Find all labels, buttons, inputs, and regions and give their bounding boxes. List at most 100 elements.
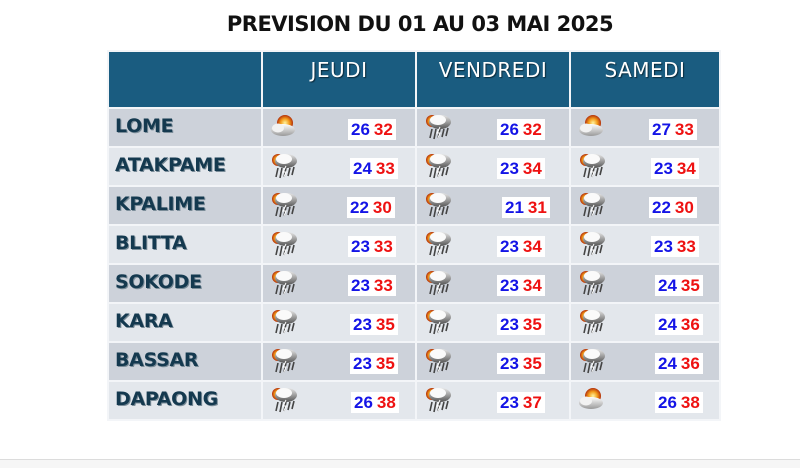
max-temperature: 38 [376, 393, 396, 412]
thunderstorm-icon [423, 307, 453, 335]
temperature-box: 23 34 [497, 275, 545, 296]
thunderstorm-icon [269, 307, 299, 335]
temperature-box: 21 31 [502, 197, 550, 218]
temperature-box: 23 33 [348, 236, 396, 257]
city-cell: BASSAR [107, 341, 263, 382]
thunderstorm-icon [577, 268, 607, 296]
temperature-box: 23 37 [497, 392, 545, 413]
min-temperature: 23 [353, 315, 372, 334]
column-header-samedi: SAMEDI [569, 50, 721, 109]
max-temperature: 34 [522, 237, 542, 256]
min-temperature: 24 [658, 315, 677, 334]
thunderstorm-icon [577, 346, 607, 374]
forecast-cell-vendredi: 23 37 [415, 380, 571, 421]
min-temperature: 26 [354, 393, 373, 412]
max-temperature: 33 [674, 120, 694, 139]
forecast-cell-vendredi: 21 31 [415, 185, 571, 226]
forecast-cell-samedi: 24 35 [569, 263, 721, 304]
forecast-cell-samedi: 22 30 [569, 185, 721, 226]
temperature-box: 23 35 [497, 314, 545, 335]
table-row: BLITTA 23 33 23 34 23 33 [107, 224, 721, 265]
city-name: BASSAR [115, 349, 199, 371]
max-temperature: 38 [680, 393, 700, 412]
thunderstorm-icon [423, 112, 453, 140]
city-cell: BLITTA [107, 224, 263, 265]
table-row: KPALIME 22 30 21 31 22 30 [107, 185, 721, 226]
temperature-box: 26 32 [348, 119, 396, 140]
max-temperature: 35 [522, 354, 542, 373]
min-temperature: 23 [500, 237, 519, 256]
thunderstorm-icon [577, 190, 607, 218]
temperature-box: 22 30 [347, 197, 395, 218]
max-temperature: 34 [522, 276, 542, 295]
max-temperature: 33 [676, 237, 696, 256]
thunderstorm-icon [423, 385, 453, 413]
forecast-cell-samedi: 24 36 [569, 302, 721, 343]
min-temperature: 24 [353, 159, 372, 178]
temperature-box: 22 30 [649, 197, 697, 218]
partly-cloudy-icon [269, 112, 299, 140]
column-header-city [107, 50, 263, 109]
min-temperature: 23 [500, 159, 519, 178]
forecast-cell-samedi: 24 36 [569, 341, 721, 382]
partly-cloudy-icon [577, 112, 607, 140]
thunderstorm-icon [577, 229, 607, 257]
thunderstorm-icon [423, 151, 453, 179]
thunderstorm-icon [423, 346, 453, 374]
thunderstorm-icon [423, 190, 453, 218]
forecast-cell-jeudi: 23 33 [261, 263, 417, 304]
city-name: KARA [115, 310, 173, 332]
min-temperature: 26 [500, 120, 519, 139]
temperature-box: 23 34 [497, 236, 545, 257]
table-row: SOKODE 23 33 23 34 24 35 [107, 263, 721, 304]
min-temperature: 26 [658, 393, 677, 412]
forecast-cell-vendredi: 23 35 [415, 341, 571, 382]
max-temperature: 35 [522, 315, 542, 334]
max-temperature: 36 [680, 315, 700, 334]
max-temperature: 32 [373, 120, 393, 139]
temperature-box: 23 34 [497, 158, 545, 179]
table-row: KARA 23 35 23 35 24 36 [107, 302, 721, 343]
city-name: LOME [115, 115, 174, 137]
header-row: JEUDI VENDREDI SAMEDI [107, 50, 721, 109]
max-temperature: 36 [680, 354, 700, 373]
thunderstorm-icon [423, 268, 453, 296]
forecast-cell-vendredi: 23 34 [415, 263, 571, 304]
min-temperature: 23 [500, 354, 519, 373]
min-temperature: 23 [654, 159, 673, 178]
forecast-cell-jeudi: 23 33 [261, 224, 417, 265]
max-temperature: 34 [676, 159, 696, 178]
min-temperature: 23 [351, 237, 370, 256]
forecast-cell-jeudi: 26 32 [261, 107, 417, 148]
column-header-jeudi: JEUDI [261, 50, 417, 109]
table-row: ATAKPAME 24 33 23 34 23 34 [107, 146, 721, 187]
partly-cloudy-icon [577, 385, 607, 413]
temperature-box: 23 35 [350, 314, 398, 335]
page-title: PREVISION DU 01 AU 03 MAI 2025 [226, 12, 614, 36]
min-temperature: 23 [500, 393, 519, 412]
forecast-cell-samedi: 23 34 [569, 146, 721, 187]
temperature-box: 24 36 [655, 353, 703, 374]
city-name: SOKODE [115, 271, 202, 293]
min-temperature: 24 [658, 354, 677, 373]
city-name: ATAKPAME [115, 154, 226, 176]
min-temperature: 21 [505, 198, 524, 217]
forecast-cell-samedi: 26 38 [569, 380, 721, 421]
city-name: DAPAONG [115, 388, 218, 410]
forecast-cell-jeudi: 22 30 [261, 185, 417, 226]
temperature-box: 24 36 [655, 314, 703, 335]
city-cell: DAPAONG [107, 380, 263, 421]
forecast-cell-jeudi: 26 38 [261, 380, 417, 421]
thunderstorm-icon [269, 268, 299, 296]
forecast-table: JEUDI VENDREDI SAMEDI LOME 26 32 26 32 27 3… [107, 50, 721, 421]
min-temperature: 22 [350, 198, 369, 217]
temperature-box: 26 38 [655, 392, 703, 413]
forecast-cell-vendredi: 23 35 [415, 302, 571, 343]
table-row: DAPAONG 26 38 23 37 26 38 [107, 380, 721, 421]
forecast-cell-vendredi: 23 34 [415, 224, 571, 265]
city-cell: SOKODE [107, 263, 263, 304]
temperature-box: 23 33 [348, 275, 396, 296]
city-name: KPALIME [115, 193, 206, 215]
city-cell: ATAKPAME [107, 146, 263, 187]
max-temperature: 34 [522, 159, 542, 178]
